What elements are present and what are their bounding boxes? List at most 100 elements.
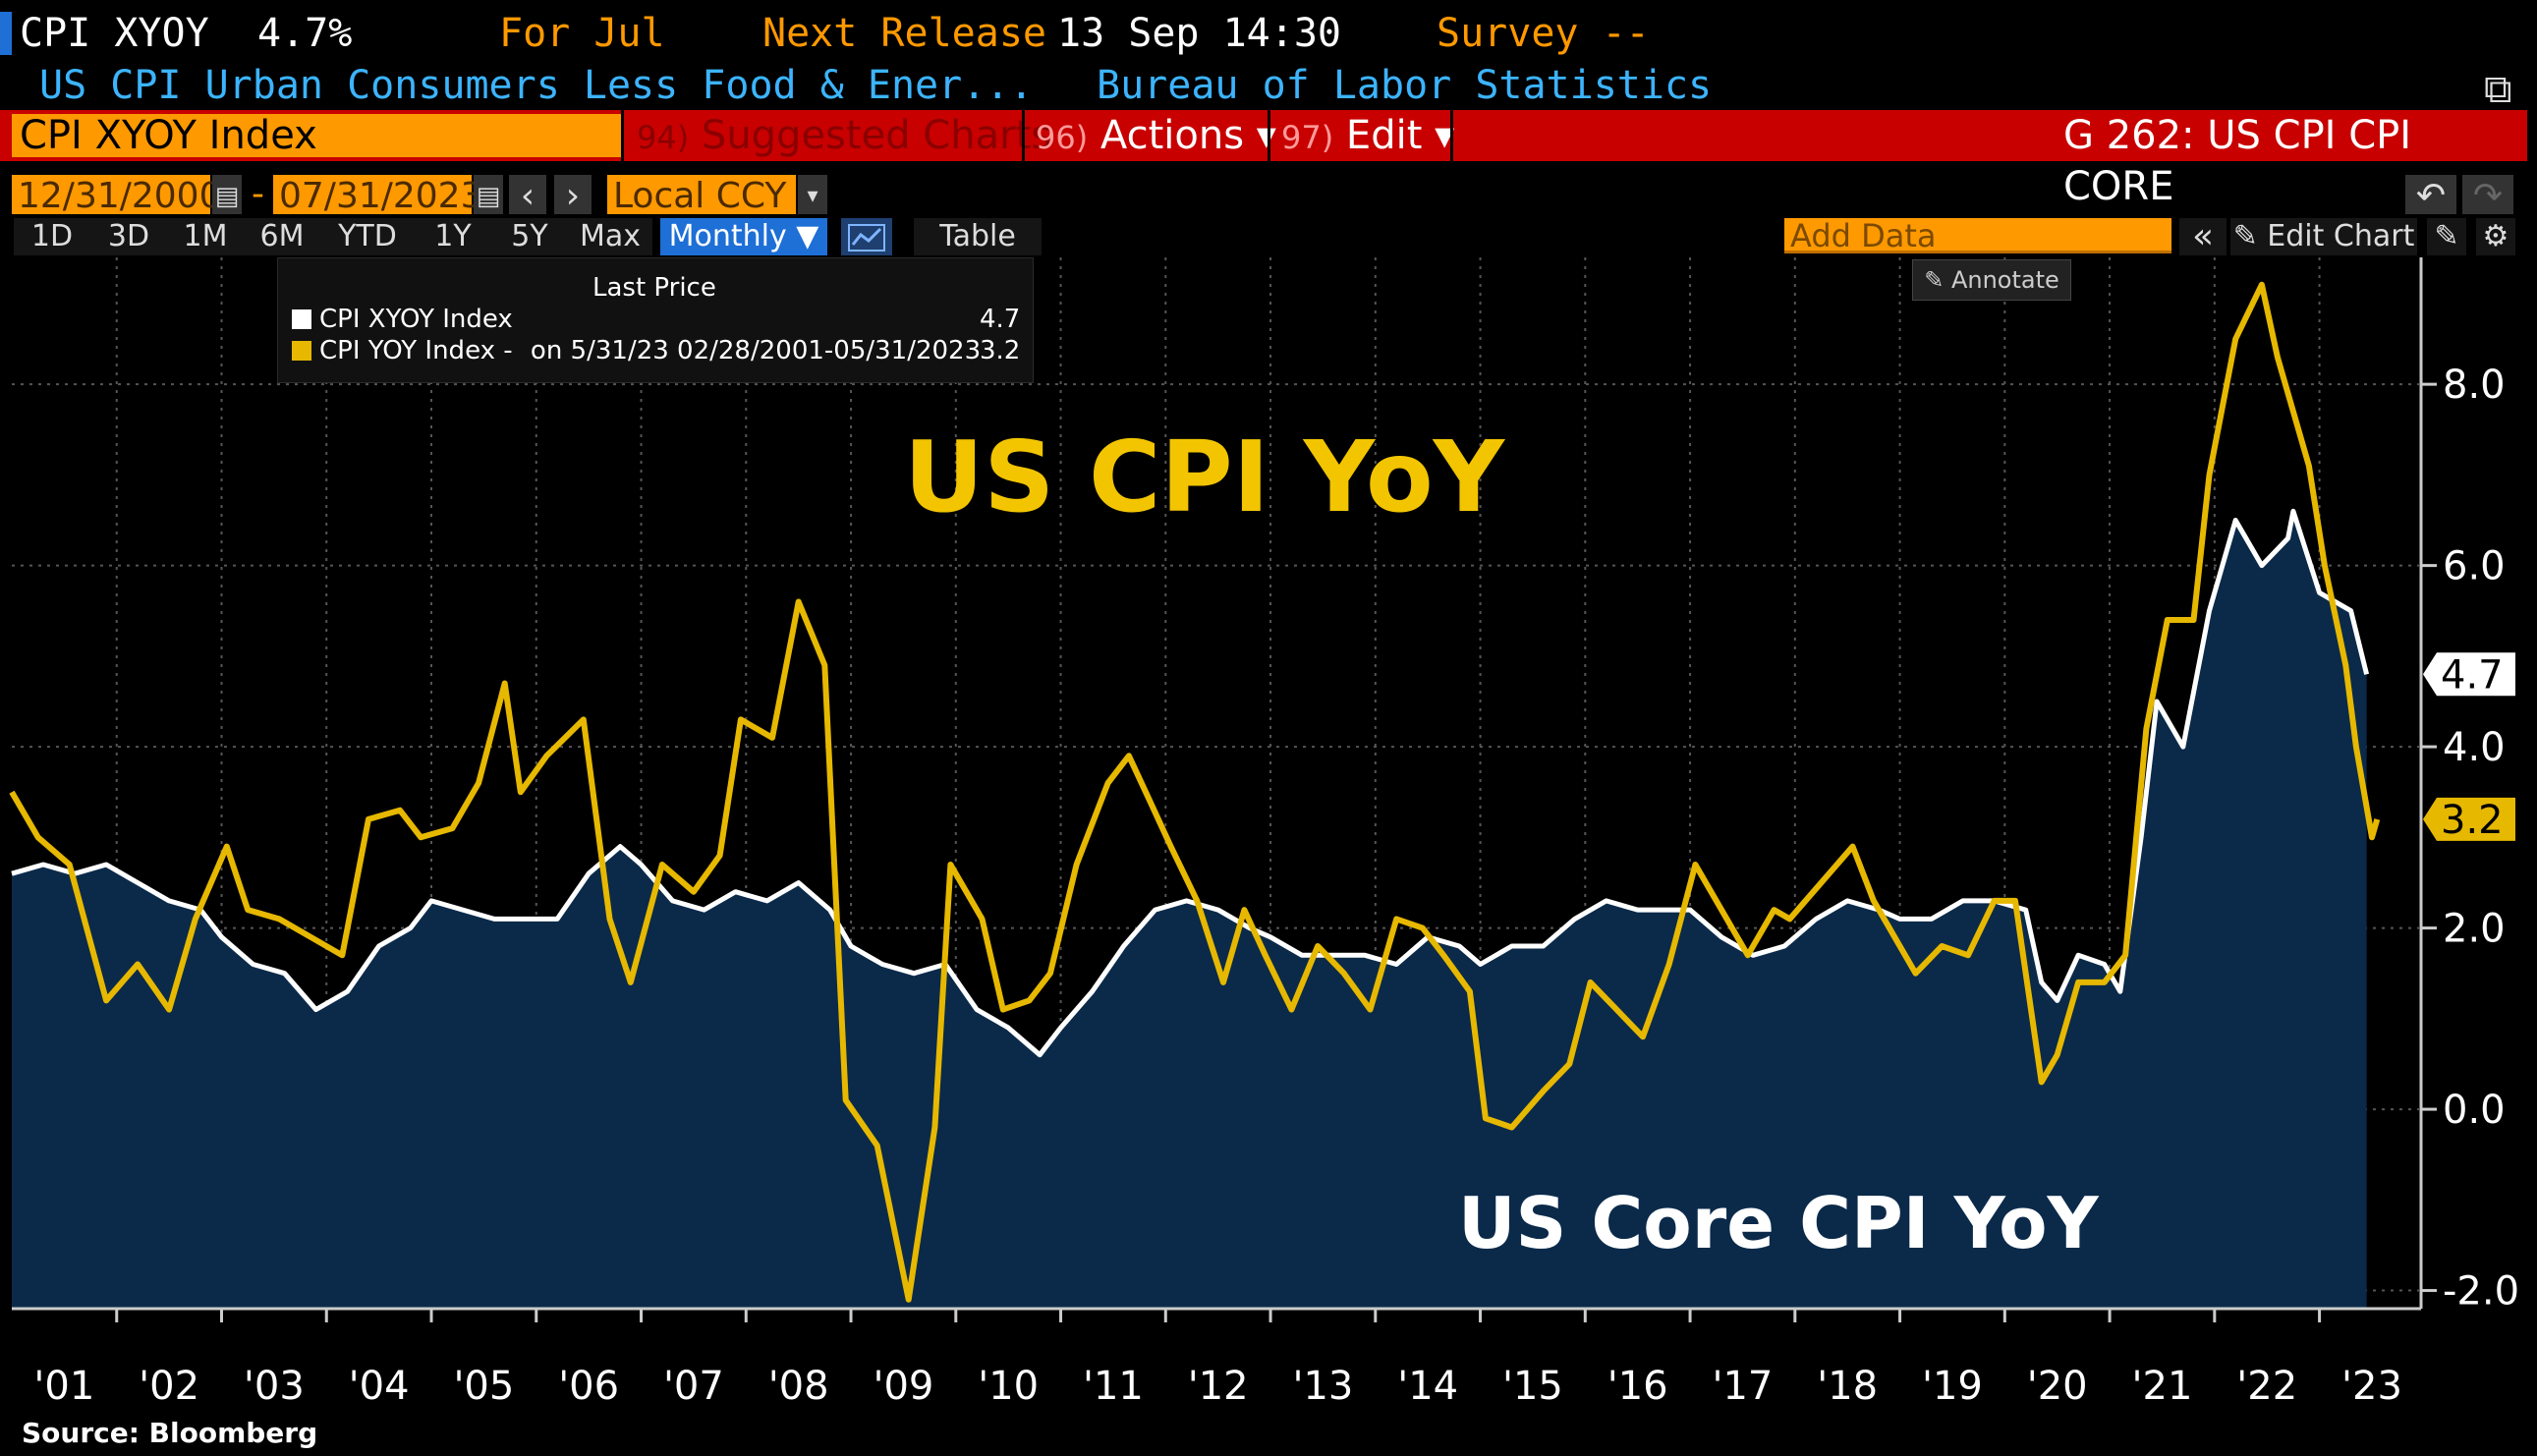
x-tick-label: '14 (1397, 1364, 1458, 1409)
y-tick-label: -2.0 (2443, 1269, 2519, 1315)
x-tick-label: '10 (978, 1364, 1039, 1409)
page-code: G 262: US CPI CPI CORE (2063, 113, 2412, 209)
next-release-label: Next Release (762, 11, 1046, 56)
redo-icon[interactable]: ↷ (2462, 175, 2513, 216)
tab-3d[interactable]: 3D (90, 218, 167, 255)
period-tabs: 1D 3D 1M 6M YTD 1Y 5Y Max Monthly ▼ Tabl… (0, 218, 2537, 255)
tab-5y[interactable]: 5Y (491, 218, 568, 255)
actions-number: 96) (1036, 119, 1089, 156)
edit-label: Edit ▾ (1345, 113, 1455, 158)
legend-header: Last Price (592, 273, 716, 303)
x-tick-label: '04 (349, 1364, 410, 1409)
divider (1450, 110, 1453, 161)
date-separator: - (252, 174, 264, 214)
tab-table[interactable]: Table (914, 218, 1042, 255)
command-bar: CPI XYOY Index 94) Suggested Charts 96) … (0, 110, 2527, 209)
x-tick-label: '21 (2132, 1364, 2193, 1409)
line-chart-glyph (848, 223, 885, 252)
y-tick-label: 2.0 (2443, 907, 2506, 952)
last-value: 4.7% (257, 11, 353, 56)
x-tick-label: '09 (873, 1364, 933, 1409)
x-tick-label: '02 (139, 1364, 199, 1409)
core-cpi-line (11, 508, 2370, 1058)
gear-icon[interactable]: ⚙ (2476, 218, 2515, 255)
popout-icon[interactable]: ⧉ (2484, 67, 2512, 112)
tab-6m[interactable]: 6M (244, 218, 320, 255)
chart-legend: Last Price CPI XYOY Index 4.7 CPI YOY In… (277, 257, 1034, 383)
x-tick-label: '13 (1292, 1364, 1353, 1409)
annotate-label: Annotate (1950, 266, 2059, 294)
tab-1y[interactable]: 1Y (415, 218, 491, 255)
x-tick-label: '12 (1188, 1364, 1249, 1409)
actions-menu[interactable]: 96) Actions ▾ (1036, 110, 1276, 161)
edit-chart-button[interactable]: ✎ Edit Chart (2230, 218, 2417, 255)
survey-label: Survey -- (1437, 11, 1650, 56)
currency-dropdown-icon[interactable]: ▾ (798, 175, 827, 214)
legend-swatch (292, 341, 311, 361)
source-organization: Bureau of Labor Statistics (1097, 63, 1713, 108)
tab-ytd[interactable]: YTD (320, 218, 415, 255)
axes: '01 '02 '03 '04 '05 '06 '07 '08 '09 '10 '11 '12 '13 '… (12, 257, 2519, 1409)
x-tick-label: '08 (768, 1364, 829, 1409)
legend-series1-value: 4.7 (980, 305, 1021, 334)
x-tick-label: '20 (2027, 1364, 2088, 1409)
headline-last-value-tag-shape (2423, 797, 2515, 841)
frequency-select[interactable]: Monthly ▼ (660, 218, 827, 255)
legend-series2-note: on 5/31/23 02/28/2001-05/31/2023 (530, 336, 982, 365)
x-tick-label: '05 (453, 1364, 514, 1409)
headline-cpi-line (9, 281, 2381, 1303)
security-header: CPI XYOY 4.7% For Jul Next Release 13 Se… (0, 4, 2537, 63)
date-range-row: 12/31/2000 ▤ - 07/31/2023 ▤ ‹ › Local CC… (0, 173, 2537, 216)
x-tick-label: '01 (33, 1364, 94, 1409)
headline-last-value-tag-text: 3.2 (2441, 798, 2504, 843)
suggested-charts-menu[interactable]: 94) Suggested Charts (637, 110, 1051, 161)
description-row: US CPI Urban Consumers Less Food & Ener.… (0, 61, 2537, 112)
core-cpi-area (12, 511, 2367, 1309)
annotate-button[interactable]: ✎ Annotate (1912, 259, 2071, 301)
for-period: For Jul (499, 11, 665, 56)
core-last-value-tag-shape (2423, 652, 2515, 697)
divider (1022, 110, 1025, 161)
tab-1m[interactable]: 1M (167, 218, 244, 255)
legend-series2-value: 3.2 (980, 336, 1021, 365)
start-date-field[interactable]: 12/31/2000 (12, 175, 222, 216)
y-tick-label: 6.0 (2443, 544, 2506, 589)
line-chart-icon[interactable] (841, 218, 892, 255)
calendar-icon[interactable]: ▤ (212, 175, 242, 214)
tab-max[interactable]: Max (568, 218, 652, 255)
undo-icon[interactable]: ↶ (2405, 175, 2456, 216)
legend-series2-name: CPI YOY Index - (319, 336, 513, 365)
legend-swatch (292, 309, 311, 329)
security-description: US CPI Urban Consumers Less Food & Ener.… (39, 63, 1034, 108)
source-note: Source: Bloomberg (22, 1417, 318, 1449)
legend-series2: CPI YOY Index - on 5/31/23 02/28/2001-05… (292, 335, 981, 366)
x-tick-label: '18 (1817, 1364, 1878, 1409)
legend-series1: CPI XYOY Index (292, 304, 513, 335)
next-arrow-icon[interactable]: › (554, 175, 592, 216)
end-date-field[interactable]: 07/31/2023 (273, 175, 483, 216)
collapse-icon[interactable]: « (2179, 218, 2227, 255)
pencil-icon: ✎ (1924, 266, 1951, 294)
x-tick-label: '19 (1922, 1364, 1983, 1409)
x-tick-label: '23 (2341, 1364, 2402, 1409)
currency-select[interactable]: Local CCY (607, 175, 796, 216)
security-field[interactable]: CPI XYOY Index (12, 114, 621, 157)
suggested-charts-number: 94) (637, 119, 690, 156)
x-tick-label: '17 (1712, 1364, 1773, 1409)
edit-menu[interactable]: 97) Edit ▾ (1281, 110, 1454, 161)
y-tick-label: 8.0 (2443, 363, 2506, 408)
core-annotation: US Core CPI YoY (1458, 1182, 2100, 1264)
divider (621, 110, 624, 161)
tab-1d[interactable]: 1D (14, 218, 90, 255)
calendar-icon[interactable]: ▤ (474, 175, 503, 214)
previous-arrow-icon[interactable]: ‹ (509, 175, 546, 216)
add-data-input[interactable]: Add Data (1784, 218, 2171, 253)
y-tick-label: 4.0 (2443, 725, 2506, 770)
x-tick-label: '03 (244, 1364, 305, 1409)
edit-icon[interactable]: ✎ (2427, 218, 2466, 255)
actions-label: Actions ▾ (1099, 113, 1276, 158)
next-release-date: 13 Sep 14:30 (1057, 11, 1341, 56)
divider (1268, 110, 1270, 161)
x-tick-label: '15 (1502, 1364, 1563, 1409)
core-last-value-tag-text: 4.7 (2441, 652, 2504, 698)
